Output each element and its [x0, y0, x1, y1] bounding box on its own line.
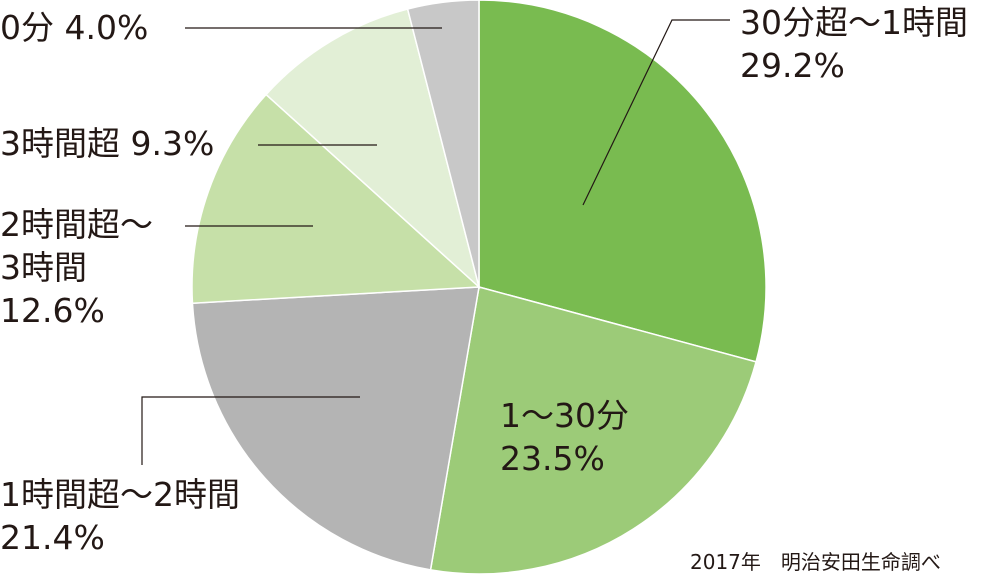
- label-2h-3h: 2時間超〜 3時間 12.6%: [0, 203, 153, 332]
- label-0min: 0分 4.0%: [0, 6, 148, 49]
- label-3h-plus-text: 3時間超 9.3%: [0, 124, 215, 163]
- label-30min-1h-value: 29.2%: [740, 46, 845, 85]
- leader-line-1h-2h: [141, 396, 360, 465]
- label-2h-3h-category-line2: 3時間: [0, 248, 87, 287]
- label-0min-text: 0分 4.0%: [0, 8, 149, 47]
- label-2h-3h-category-line1: 2時間超〜: [0, 205, 153, 244]
- label-1h-2h-value: 21.4%: [0, 518, 105, 557]
- leader-lines: [141, 19, 730, 465]
- label-1-30min-value: 23.5%: [500, 439, 605, 478]
- slice-0min: [406, 0, 480, 288]
- slice-3h-plus: [265, 8, 481, 290]
- label-1-30min: 1〜30分 23.5%: [500, 394, 629, 480]
- slice-2h-3h: [191, 93, 481, 305]
- pie-slices: [191, 0, 767, 574]
- label-1-30min-category: 1〜30分: [500, 396, 629, 435]
- label-2h-3h-value: 12.6%: [0, 291, 105, 330]
- label-1h-2h-category: 1時間超〜2時間: [0, 475, 240, 514]
- label-30min-1h: 30分超〜1時間 29.2%: [740, 1, 968, 87]
- label-3h-plus: 3時間超 9.3%: [0, 122, 214, 165]
- label-1h-2h: 1時間超〜2時間 21.4%: [0, 473, 240, 559]
- slice-1h-2h: [191, 286, 480, 571]
- label-30min-1h-category: 30分超〜1時間: [740, 3, 968, 42]
- slice-30min-1h: [478, 0, 767, 363]
- leader-line-30min-1h: [582, 19, 730, 206]
- source-note: 2017年 明治安田生命調べ: [690, 550, 941, 574]
